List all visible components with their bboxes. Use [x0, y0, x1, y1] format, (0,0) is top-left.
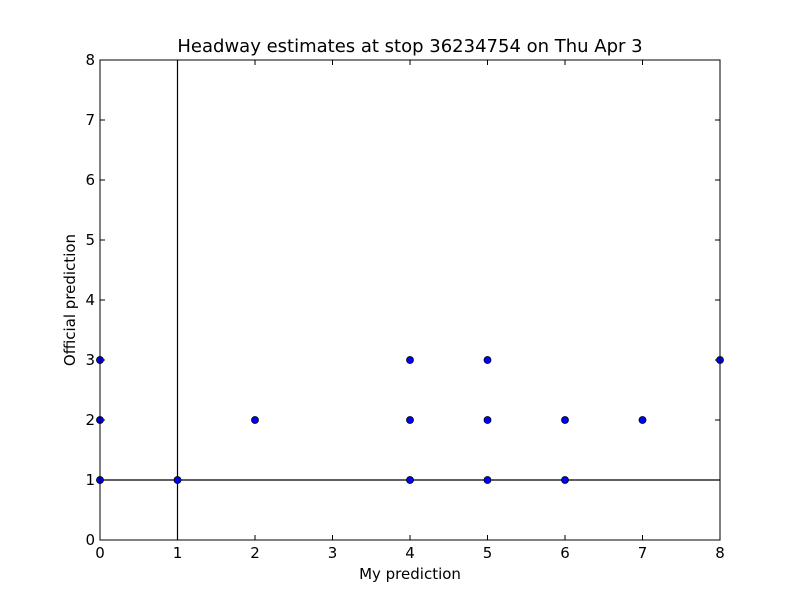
x-tick-label: 4	[405, 544, 415, 562]
y-tick-label: 0	[85, 531, 95, 549]
y-tick-label: 1	[85, 471, 95, 489]
y-axis: 0 1 2 3 4 5 6 7 8	[85, 51, 720, 549]
y-tick-label: 6	[85, 171, 95, 189]
data-point	[406, 356, 414, 364]
x-tick-label: 3	[328, 544, 338, 562]
data-point	[406, 476, 414, 484]
y-tick-label: 8	[85, 51, 95, 69]
scatter-points	[96, 356, 724, 484]
x-tick-label: 7	[638, 544, 648, 562]
x-tick-label: 2	[250, 544, 260, 562]
data-point	[251, 416, 259, 424]
y-tick-label: 5	[85, 231, 95, 249]
y-tick-label: 3	[85, 351, 95, 369]
x-tick-label: 1	[173, 544, 183, 562]
data-point	[561, 476, 569, 484]
x-axis-label: My prediction	[359, 565, 461, 583]
y-tick-label: 2	[85, 411, 95, 429]
x-tick-label: 6	[560, 544, 570, 562]
chart-title: Headway estimates at stop 36234754 on Th…	[177, 36, 642, 57]
y-axis-label: Official prediction	[61, 234, 79, 366]
data-point	[638, 416, 647, 424]
x-tick-label: 0	[95, 544, 105, 562]
data-point	[173, 476, 182, 484]
x-tick-label: 8	[715, 544, 725, 562]
data-point	[483, 356, 492, 364]
data-point	[483, 476, 492, 484]
plot-area	[100, 60, 720, 540]
data-point	[483, 416, 492, 424]
x-tick-label: 5	[483, 544, 493, 562]
data-point	[561, 416, 569, 424]
data-point	[406, 416, 414, 424]
y-tick-label: 4	[85, 291, 95, 309]
plot-frame	[99, 59, 721, 541]
y-tick-label: 7	[85, 111, 95, 129]
